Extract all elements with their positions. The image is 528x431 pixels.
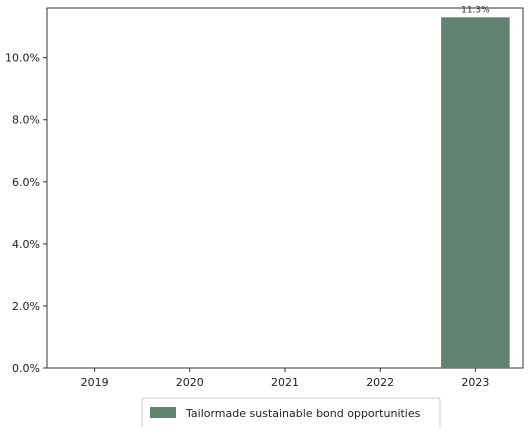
legend-swatch: [150, 407, 176, 418]
y-axis: 0.0% 2.0% 4.0% 6.0% 8.0% 10.0%: [5, 52, 47, 375]
bar-2023: [441, 17, 510, 369]
x-tick-label: 2022: [366, 376, 394, 389]
x-axis: 2019 2020 2021 2022 2023: [81, 368, 489, 389]
y-tick-label: 6.0%: [12, 176, 40, 189]
x-tick-label: 2021: [271, 376, 299, 389]
data-labels: 11.3%: [461, 5, 490, 15]
y-tick-label: 10.0%: [5, 52, 40, 65]
x-tick-label: 2023: [461, 376, 489, 389]
legend-label: Tailormade sustainable bond opportunitie…: [185, 407, 421, 420]
legend: Tailormade sustainable bond opportunitie…: [141, 397, 441, 429]
y-tick-label: 4.0%: [12, 238, 40, 251]
y-tick-label: 8.0%: [12, 114, 40, 127]
x-tick-label: 2020: [176, 376, 204, 389]
x-tick-label: 2019: [81, 376, 109, 389]
bars: [441, 17, 510, 369]
data-label-2023: 11.3%: [461, 5, 490, 15]
y-tick-label: 0.0%: [12, 362, 40, 375]
y-tick-label: 2.0%: [12, 300, 40, 313]
